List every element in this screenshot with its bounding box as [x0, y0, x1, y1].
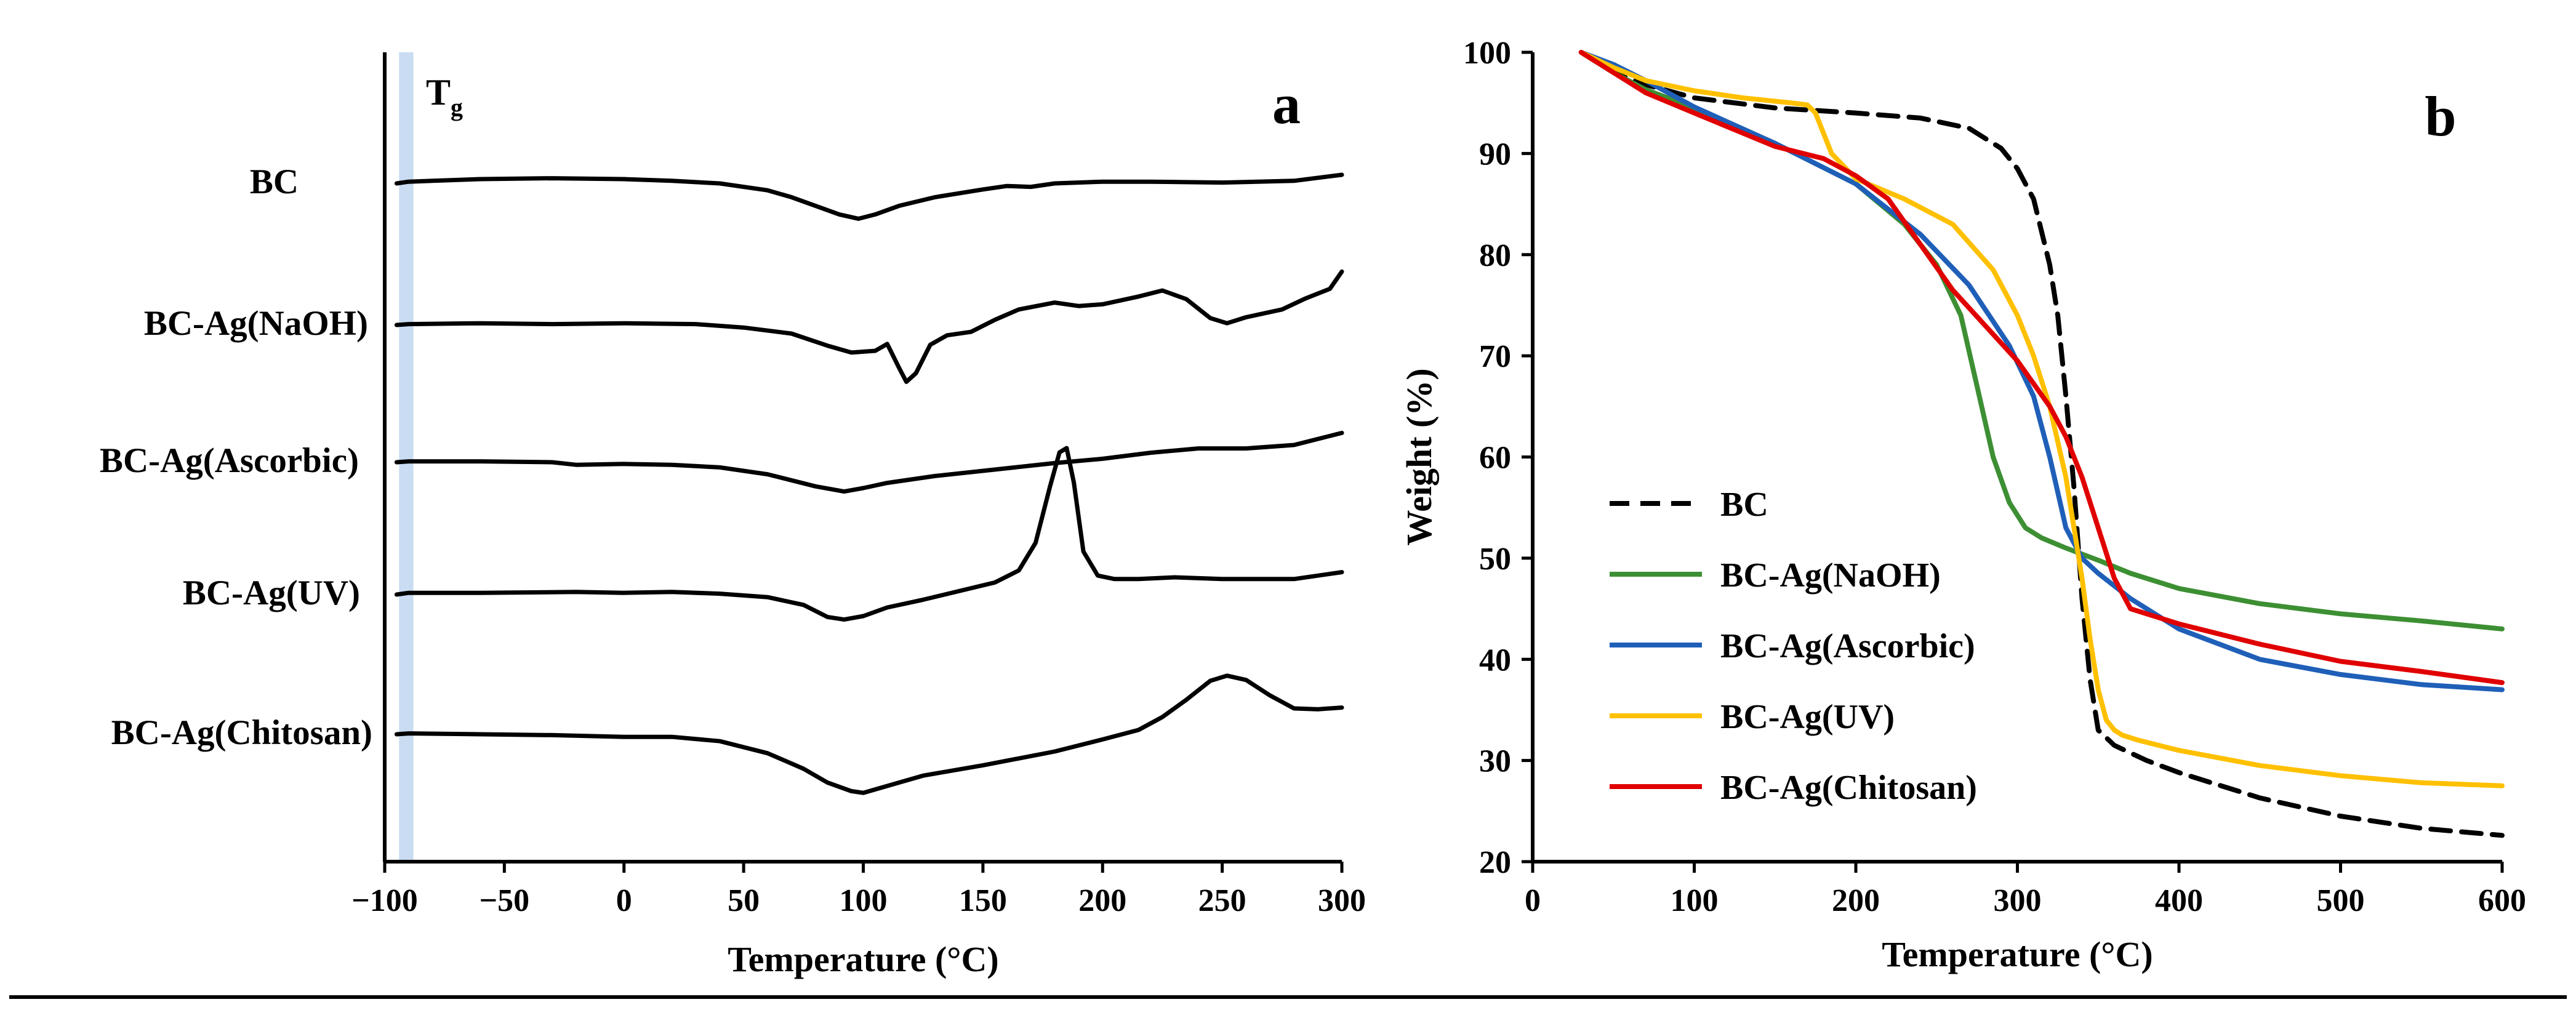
panel-b-y-tick-label: 90	[1479, 137, 1511, 172]
panel-a-x-tick-label: 0	[616, 883, 632, 918]
panel-b-y-tick-label: 20	[1479, 845, 1511, 880]
panel-a-x-tick-label: 50	[728, 883, 760, 918]
legend-label-bc: BC	[1720, 486, 1768, 524]
panel-b-y-tick-label: 70	[1479, 339, 1511, 374]
panel-a-series-bc-ag-naoh	[394, 269, 1344, 384]
legend-label-bc-ag-naoh: BC-Ag(NaOH)	[1720, 556, 1941, 595]
panel-a-x-tick-label: 250	[1198, 883, 1246, 918]
panel-b-x-tick-label: 400	[2155, 883, 2203, 918]
panel-b-x-tick-label: 100	[1671, 883, 1719, 918]
panel-a-x-tick-label: 150	[959, 883, 1007, 918]
panel-a-x-ticks: −100 −50 0 50 100 150 200 250 300	[351, 862, 1366, 918]
panel-b-x-tick-label: 600	[2478, 883, 2526, 918]
legend-label-bc-ag-chitosan: BC-Ag(Chitosan)	[1720, 769, 1977, 807]
panel-a-series-bc-ag-uv	[394, 446, 1344, 622]
panel-b-series-bc-ag-ascorbic	[1578, 50, 2505, 692]
panel-b-x-tick-label: 500	[2317, 883, 2365, 918]
panel-b-series-bc-ag-uv	[1578, 50, 2505, 788]
panel-b-y-tick-label: 80	[1479, 238, 1511, 273]
legend-label-bc-ag-ascorbic: BC-Ag(Ascorbic)	[1720, 627, 1975, 665]
panel-a-x-tick-label: 100	[840, 883, 888, 918]
panel-a-series-group	[394, 172, 1344, 795]
panel-a-series-label-bc-ag-chitosan: BC-Ag(Chitosan)	[111, 713, 372, 752]
panel-a-axes	[383, 52, 1342, 864]
panel-b-label: b	[2425, 85, 2456, 148]
panel-a-series-label-bc-ag-ascorbic: BC-Ag(Ascorbic)	[100, 441, 359, 480]
panel-a-series-bc-ag-chitosan	[394, 673, 1344, 795]
panel-a-x-axis-label: Temperature (°C)	[728, 939, 998, 979]
panel-b-y-tick-label: 50	[1479, 542, 1511, 577]
panel-b-series-bc-ag-chitosan	[1578, 50, 2505, 686]
panel-a-series-labels: BC BC-Ag(NaOH) BC-Ag(Ascorbic) BC-Ag(UV) BC-…	[100, 162, 372, 752]
panel-b-series-bc-ag-naoh	[1578, 50, 2505, 631]
panel-a-x-tick-label: 300	[1318, 883, 1366, 918]
panel-b-x-axis-label: Temperature (°C)	[1882, 934, 2153, 974]
panel-b-series-bc	[1578, 50, 2505, 838]
legend-label-bc-ag-uv: BC-Ag(UV)	[1720, 698, 1895, 736]
panel-b-series-group	[1578, 50, 2505, 838]
panel-b-ticks: 0 100 200 300 400 500 600 20 30 40 50 60 70 80 90 100	[1463, 36, 2526, 918]
panel-a-series-bc-ag-ascorbic	[394, 430, 1344, 494]
panel-a-series-label-bc-ag-uv: BC-Ag(UV)	[183, 574, 360, 612]
panel-b-y-tick-label: 40	[1479, 643, 1511, 678]
panel-b-y-tick-label: 100	[1463, 36, 1511, 71]
panel-a-series-label-bc: BC	[250, 162, 299, 201]
panel-a-x-tick-label: −100	[351, 883, 418, 918]
panel-b-y-axis-label: Weight (%)	[1399, 368, 1439, 545]
tg-band	[399, 52, 414, 862]
panel-b-x-tick-label: 300	[1994, 883, 2042, 918]
panel-a-series-bc	[394, 172, 1344, 221]
panel-a-x-tick-label: 200	[1078, 883, 1126, 918]
panel-a-x-tick-label: −50	[479, 883, 530, 918]
panel-b-y-tick-label: 30	[1479, 744, 1511, 779]
panel-b-legend: BC BC-Ag(NaOH) BC-Ag(Ascorbic) BC-Ag(UV) BC-…	[1610, 486, 1977, 807]
panel-b-y-tick-label: 60	[1479, 441, 1511, 476]
panel-a-label: a	[1272, 73, 1301, 135]
panel-b-x-tick-label: 200	[1832, 883, 1880, 918]
panel-b-tga-chart: 0 100 200 300 400 500 600 20 30 40 50 60 70 80 90 100 B…	[1399, 36, 2526, 974]
panel-a-series-label-bc-ag-naoh: BC-Ag(NaOH)	[144, 304, 368, 343]
tg-annotation: Tg	[426, 72, 463, 121]
panel-a-dsc-chart: −100 −50 0 50 100 150 200 250 300 BCBC-Ag(NaOH)B…	[100, 52, 1366, 979]
panel-b-x-tick-label: 0	[1525, 883, 1541, 918]
